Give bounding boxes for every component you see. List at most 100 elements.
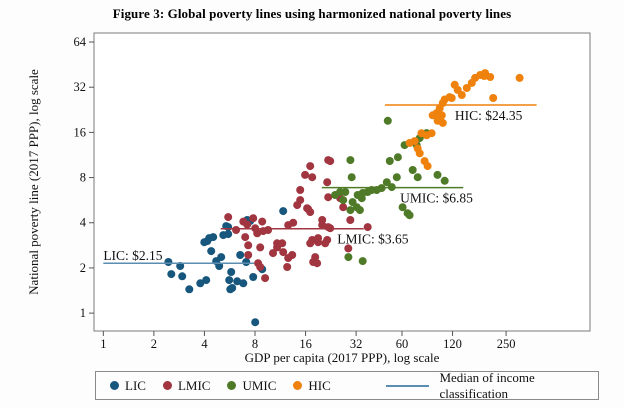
plot-frame [93,32,591,332]
data-point-lic [217,253,226,262]
median-lic: LIC: $2.15 [103,248,255,264]
median-line-sample-icon [385,384,430,387]
data-point-lmic [269,249,277,258]
data-point-umic [405,211,414,220]
data-point-umic [339,196,348,205]
data-point-umic [357,194,366,203]
data-point-lmic [313,259,322,268]
data-point-hic [462,84,471,92]
y-tick-label: 4 [80,216,87,230]
legend-item-hic: HIC [293,378,331,394]
hic-dot-icon [293,381,303,390]
data-point-lmic [323,178,332,187]
data-point-lmic [296,196,305,205]
data-point-umic [398,203,407,212]
data-point-lmic [301,170,310,179]
data-point-lic [219,231,228,240]
series-lmic [224,156,372,283]
lic-dot-icon [110,381,119,390]
data-point-lic [224,223,233,232]
data-point-lmic [321,239,330,248]
data-point-lmic [344,244,353,253]
data-point-lmic [241,233,250,242]
x-tick-label: 1 [100,337,106,351]
data-point-umic [393,153,402,162]
data-point-lmic [273,239,282,248]
legend-median-entry: Median of income classification [385,369,598,402]
y-tick-label: 2 [80,261,86,275]
legend-item-umic: UMIC [227,378,276,394]
data-point-lic [209,233,218,242]
data-point-lmic [288,251,297,259]
data-point-lmic [261,274,270,283]
x-tick-label: 4 [201,337,208,351]
legend: LIC LMIC UMIC HIC Median of income classifi… [95,369,599,402]
data-point-lic [196,279,205,288]
median-label-umic: UMIC: $6.85 [400,191,473,206]
x-tick-label: 8 [252,337,258,351]
x-tick-label: 16 [299,337,312,351]
data-point-lic [251,318,260,327]
y-axis-title: National poverty line (2017 PPP), log sc… [26,69,41,295]
median-lmic: LMIC: $3.65 [220,227,409,247]
data-point-lmic [324,193,333,202]
data-point-lmic [296,186,305,194]
x-tick-label: 2 [151,337,157,351]
data-point-lmic [308,173,317,182]
y-tick-label: 1 [80,306,86,320]
data-point-lic [239,279,248,288]
data-point-lmic [249,214,258,223]
data-point-lmic [258,217,267,226]
data-point-lic [242,258,251,266]
data-point-lmic [253,229,262,238]
data-point-lmic [326,157,335,166]
data-point-lmic [304,205,313,214]
data-point-lic [176,262,185,270]
data-point-lmic [244,251,253,259]
data-point-lmic [224,213,233,222]
data-point-umic [433,170,442,179]
data-point-hic [415,149,424,158]
umic-dot-icon [227,381,237,390]
data-point-lic [226,285,235,294]
data-point-lmic [283,263,292,271]
data-point-hic [437,111,446,120]
legend-item-label: LMIC [177,377,211,393]
x-axis-title: GDP per capita (2017 PPP), log scale [245,350,440,365]
data-point-lic [178,272,187,281]
data-point-hic [428,111,437,120]
data-point-lmic [256,243,265,252]
y-tick-label: 8 [80,171,86,185]
y-tick-label: 64 [74,35,87,49]
data-point-lic [164,258,173,266]
data-point-lic [185,285,194,294]
data-point-hic [515,73,524,82]
data-point-umic [355,206,364,215]
data-point-lic [225,276,234,285]
y-axis: 1 2 4 8 16 32 64 National poverty line (2017 PP… [26,35,94,320]
data-point-lmic [264,226,273,234]
data-point-lmic [243,220,252,229]
data-point-lic [215,262,224,270]
data-point-lmic [232,226,241,234]
data-point-lmic [339,203,348,212]
legend-median-label: Median of income classification [439,369,535,401]
data-point-lmic [244,241,253,250]
data-point-lic [279,207,288,216]
data-point-umic [382,178,391,187]
median-umic: UMIC: $6.85 [321,186,473,206]
data-point-hic [440,95,449,104]
data-point-hic [417,129,426,138]
data-point-umic [331,191,340,199]
legend-item-label: LIC [125,377,146,393]
x-tick-label: 250 [497,337,516,351]
median-label-lic: LIC: $2.15 [103,248,162,263]
data-point-lmic [318,221,327,230]
data-point-lic [236,251,245,259]
data-point-umic [385,157,394,165]
data-point-hic [405,139,414,147]
data-point-lic [202,276,211,285]
data-point-lic [233,277,242,286]
data-point-hic [489,94,498,102]
